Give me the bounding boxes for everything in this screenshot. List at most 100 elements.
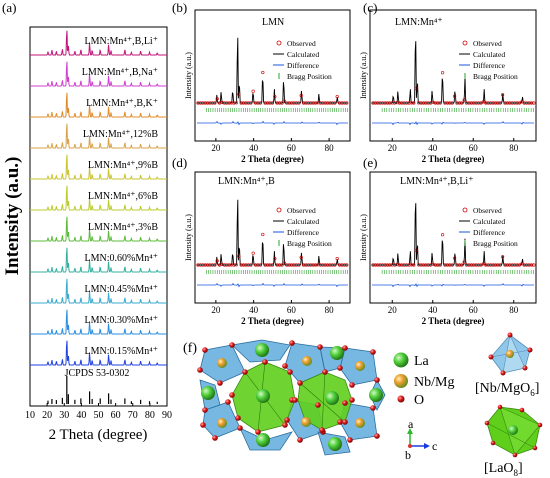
xrd-trace: LMN:0.30%Mn⁴⁺ — [30, 309, 167, 335]
y-axis-label: Intensity (a.u.) — [184, 214, 193, 261]
calculated-curve — [372, 203, 534, 266]
xrd-trace: LMN:Mn⁴⁺,6%B — [30, 185, 167, 211]
x-axis-label: 2 Theta (degree) — [422, 316, 485, 326]
x-tick-label: 70 — [128, 410, 138, 421]
panel-a-traces: LMN:Mn⁴⁺,B,Li⁺ LMN:Mn⁴⁺,B,Na⁺ LMN:Mn⁴⁺,B,K… — [30, 30, 167, 366]
calculated-curve — [197, 37, 348, 104]
o-atom — [229, 342, 235, 348]
trace-label: LMN:Mn⁴⁺,6%B — [88, 191, 158, 202]
la-atom — [328, 437, 342, 451]
panel-f: (f) — [183, 332, 543, 478]
refinement-panel: (e) Intensity (a.u.) LMN:Mn⁴⁺,B,Li⁺ Observe… — [359, 155, 537, 326]
o-atom — [317, 344, 323, 350]
nbmg-atoms — [217, 356, 365, 428]
nbmg-atom — [355, 361, 365, 371]
svg-text:Nb/Mg: Nb/Mg — [414, 375, 454, 390]
plot-frame — [194, 9, 351, 142]
y-axis-label: Intensity (a.u.) — [184, 52, 193, 99]
panel-label: (d) — [172, 155, 187, 170]
trace-label: LMN:0.30%Mn⁴⁺ — [85, 315, 159, 326]
xrd-trace: LMN:Mn⁴⁺,3%B — [30, 216, 167, 242]
o-atom — [262, 359, 268, 365]
la-atom — [256, 389, 270, 403]
trace-label: LMN:0.60%Mn⁴⁺ — [85, 253, 159, 264]
bragg-ticks — [206, 270, 348, 274]
xrd-trace: LMN:0.45%Mn⁴⁺ — [30, 278, 167, 304]
legend-entry: Observed — [287, 206, 316, 215]
o-atom — [370, 349, 376, 355]
x-tick-label: 40 — [249, 143, 259, 153]
observed-points — [196, 232, 349, 267]
o-atom — [255, 429, 261, 435]
x-tick-label: 60 — [287, 305, 297, 315]
x-tick-label: 60 — [469, 143, 479, 153]
legend-entry: Bragg Position — [473, 72, 518, 81]
x-tick-label: 20 — [211, 143, 221, 153]
o-atom — [235, 415, 241, 421]
legend-entry: Difference — [473, 228, 506, 237]
x-tick-label: 20 — [388, 305, 398, 315]
panel-a-ylabel: Intensity (a.u.) — [2, 157, 23, 276]
x-tick-label: 20 — [42, 410, 52, 421]
o-atom — [347, 437, 353, 443]
legend-la: La — [393, 352, 430, 369]
nbmg-atom — [355, 418, 365, 428]
o-atom — [342, 419, 348, 425]
trace-label: LMN:Mn⁴⁺,9%B — [88, 160, 158, 171]
la-atom — [369, 388, 383, 402]
legend: Observed Calculated Difference Bragg Positi… — [273, 39, 332, 81]
o-atom — [217, 380, 223, 386]
legend: Observed Calculated Difference Bragg Positi… — [459, 206, 518, 248]
lao8-label: [LaO8] — [484, 461, 523, 478]
axis-b-label: b — [405, 448, 411, 462]
axis-c-label: c — [432, 439, 437, 453]
o-atom — [237, 425, 243, 431]
panel-title: LMN:Mn⁴⁺,B,Li⁺ — [400, 176, 474, 187]
y-axis-label: Intensity (a.u.) — [359, 52, 368, 99]
o-atom — [229, 392, 235, 398]
x-tick-label: 80 — [509, 143, 519, 153]
legend-entry: Difference — [473, 61, 506, 70]
difference-curve — [372, 283, 534, 288]
x-tick-label: 80 — [509, 305, 519, 315]
x-tick-label: 30 — [59, 410, 69, 421]
trace-label: LMN:Mn⁴⁺,3%B — [88, 222, 158, 233]
o-atom — [297, 437, 303, 443]
observed-points — [371, 71, 536, 105]
bragg-ticks — [381, 108, 534, 112]
plot-frame — [194, 171, 351, 304]
xrd-trace: LMN:0.60%Mn⁴⁺ — [30, 247, 167, 273]
x-tick-label: 40 — [428, 143, 438, 153]
o-atom — [374, 377, 380, 383]
x-tick-label: 40 — [249, 305, 259, 315]
o-atom — [322, 369, 328, 375]
x-tick-label: 40 — [76, 410, 86, 421]
nbmgo6-label: [Nb/MgO6] — [475, 381, 539, 398]
panel-a-label: (a) — [2, 0, 16, 15]
xrd-trace: LMN:0.15%Mn⁴⁺ — [30, 340, 167, 366]
o-atom — [282, 422, 288, 428]
xrd-trace: LMN:Mn⁴⁺,B,Li⁺ — [30, 30, 167, 56]
legend: Observed Calculated Difference Bragg Positi… — [459, 39, 518, 81]
nbmgo6-polyhedron-icon — [488, 332, 533, 376]
o-atom — [282, 363, 288, 369]
refinement-panel: (c) Intensity (a.u.) LMN:Mn⁴⁺ Observed Calcu… — [359, 0, 537, 164]
x-axis-label: 2 Theta (degree) — [422, 154, 485, 164]
xrd-trace: LMN:Mn⁴⁺,12%B — [30, 123, 167, 149]
legend-entry: Calculated — [287, 50, 319, 59]
xrd-trace: LMN:Mn⁴⁺,B,Na⁺ — [30, 61, 167, 87]
x-tick-label: 90 — [162, 410, 172, 421]
reference-pattern — [47, 376, 158, 404]
panel-label: (c) — [363, 0, 377, 15]
o-atom — [315, 402, 321, 408]
trace-label: LMN:0.45%Mn⁴⁺ — [85, 284, 159, 295]
o-atom — [349, 397, 355, 403]
la-atom — [256, 433, 270, 447]
legend-entry: Observed — [473, 206, 502, 215]
o-atom — [202, 347, 208, 353]
observed-points — [196, 70, 349, 105]
x-tick-label: 60 — [469, 305, 479, 315]
x-tick-label: 40 — [428, 305, 438, 315]
la-atom — [330, 346, 344, 360]
legend-entry: Calculated — [473, 50, 505, 59]
